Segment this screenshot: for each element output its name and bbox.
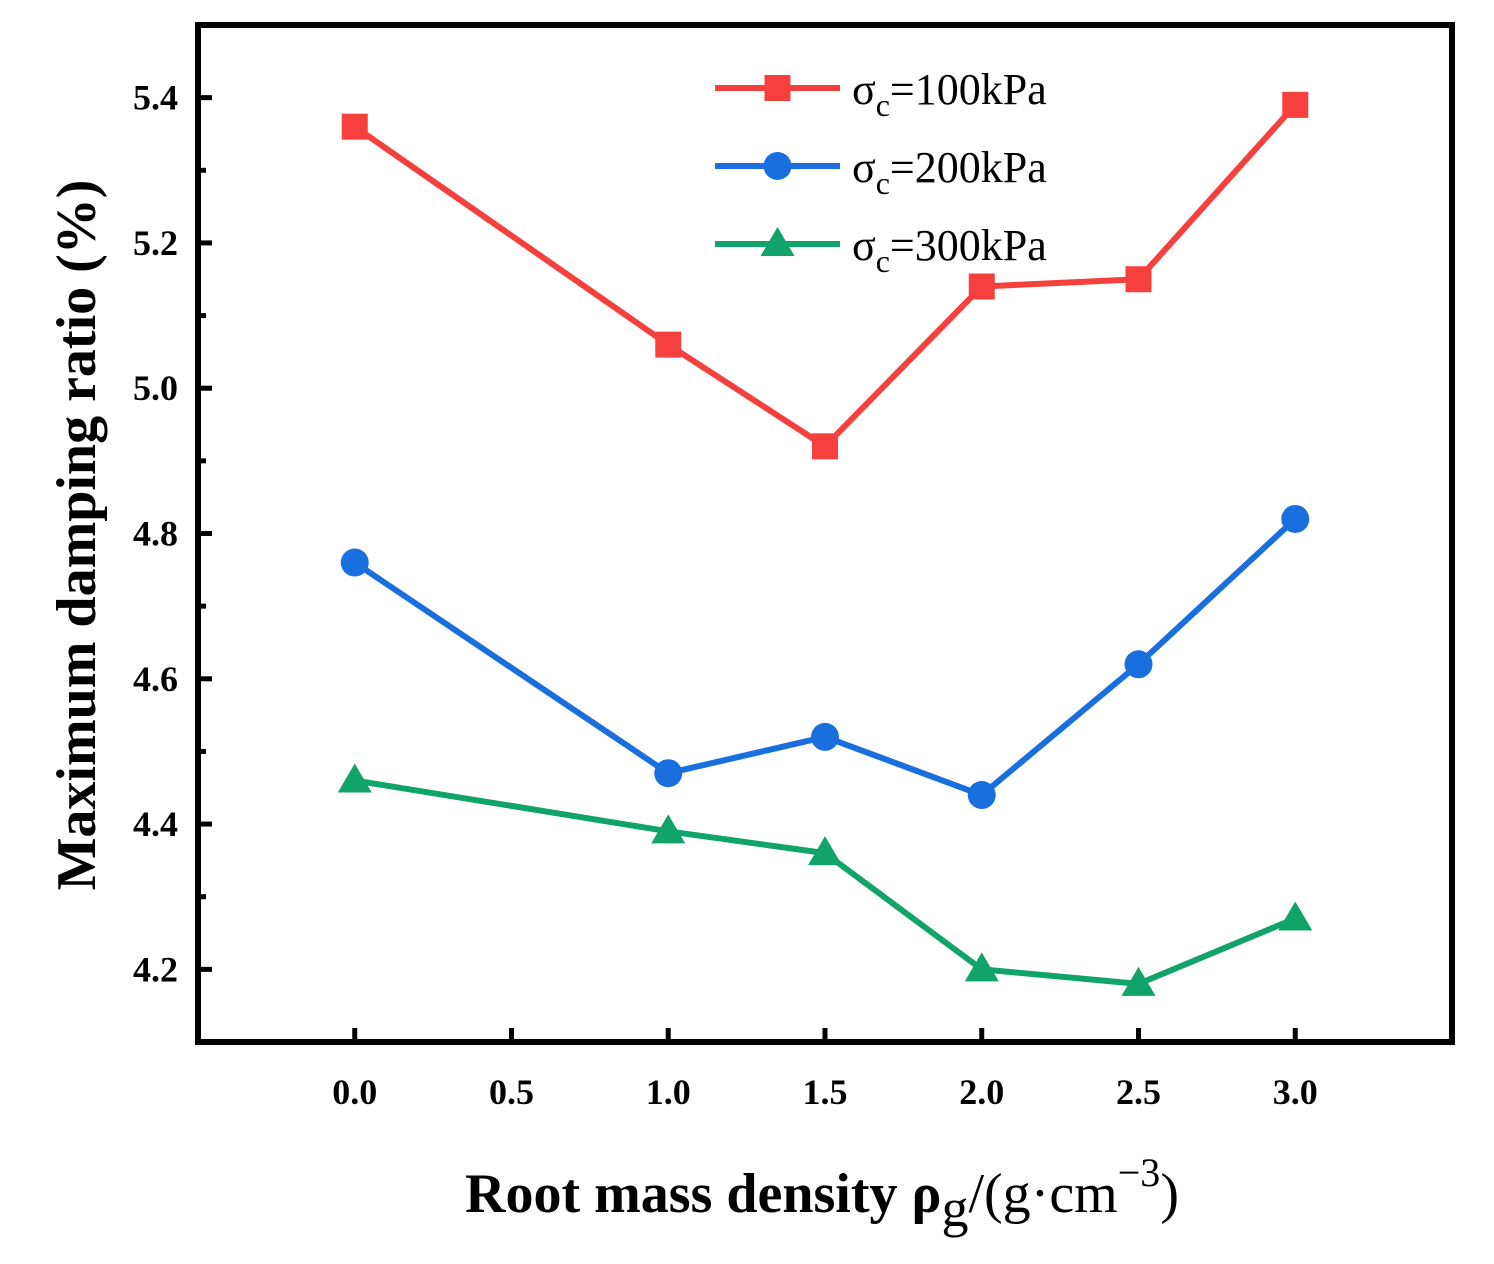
x-tick-label: 1.5	[803, 1072, 848, 1112]
y-axis-title: Maximum damping ratio (%)	[46, 180, 108, 891]
y-tick-label: 5.4	[133, 78, 178, 118]
x-axis-title-sup: −3	[1118, 1150, 1161, 1195]
series-3-point	[651, 814, 686, 844]
y-tick-label: 4.6	[133, 659, 178, 699]
x-tick-label: 0.5	[489, 1072, 534, 1112]
axes-layer: 4.2 4.4 4.6 4.8 5.0 5.2 5.4 0.0 0.5 1.0 1.5 2.0 2.5 3…	[133, 22, 1455, 1112]
y-tick-label: 4.2	[133, 949, 178, 989]
y-tick-label: 4.4	[133, 804, 178, 844]
legend-label-2: σc=200kPa	[852, 143, 1047, 201]
series-3-point	[1121, 966, 1156, 996]
x-tick-label: 2.0	[959, 1072, 1004, 1112]
series-2-point	[340, 548, 369, 577]
series-3-point	[1278, 901, 1313, 931]
x-axis-title: Root mass density ρg/(g·cm−3)	[465, 1150, 1179, 1238]
axis-titles: Root mass density ρg/(g·cm−3) Maximum da…	[46, 180, 1179, 1238]
legend-label-3: σc=300kPa	[852, 221, 1047, 279]
x-tick-label: 3.0	[1273, 1072, 1318, 1112]
x-axis-title-main: Root mass density ρ	[465, 1163, 941, 1225]
series-layer	[337, 91, 1313, 996]
series-2-point	[811, 722, 839, 751]
x-tick-label: 0.0	[332, 1072, 377, 1112]
series-2-point	[1281, 504, 1310, 533]
series-line-3	[354, 777, 1297, 987]
series-2-point	[654, 759, 683, 788]
legend-marker-1	[764, 75, 791, 101]
series-2-point	[1124, 650, 1153, 679]
y-tick-label: 5.2	[133, 223, 178, 263]
series-2-point	[967, 781, 996, 810]
plot-frame	[195, 22, 1455, 1045]
x-axis-title-sub: g	[941, 1178, 968, 1238]
series-1-point	[1282, 91, 1309, 118]
x-axis-title-mid: /(g·cm	[968, 1163, 1117, 1225]
series-1-point	[341, 113, 368, 140]
x-axis-title-end: )	[1160, 1163, 1179, 1225]
series-1-point	[968, 273, 995, 300]
series-1-point	[1125, 266, 1152, 293]
series-3-point	[337, 763, 372, 793]
series-1-point	[812, 433, 838, 460]
y-tick-label: 5.0	[133, 368, 178, 408]
legend: σc=100kPa σc=200kPa σc=300kPa	[715, 65, 1047, 279]
legend-marker-3	[760, 227, 795, 256]
series-line-1	[353, 102, 1298, 450]
series-1-point	[655, 331, 682, 358]
legend-label-1: σc=100kPa	[852, 65, 1047, 123]
x-tick-label: 2.5	[1116, 1072, 1161, 1112]
series-line-2	[353, 516, 1298, 799]
y-tick-label: 4.8	[133, 514, 178, 554]
series-3-point	[808, 836, 842, 866]
x-tick-label: 1.0	[646, 1072, 691, 1112]
legend-marker-2	[763, 152, 792, 180]
series-3-point	[964, 952, 999, 982]
